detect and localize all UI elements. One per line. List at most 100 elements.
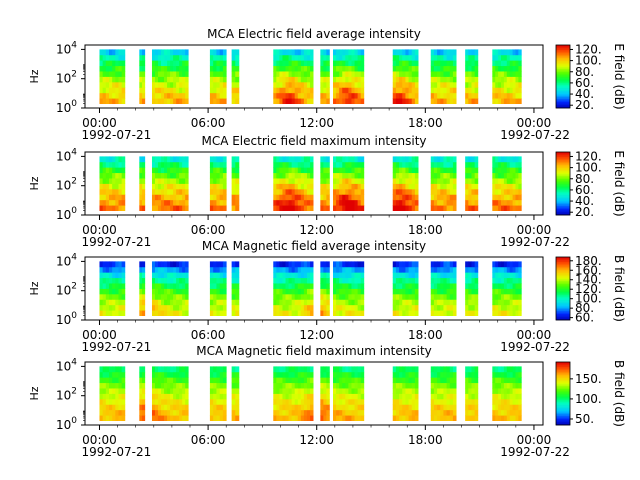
spectrogram-cell <box>173 261 177 268</box>
spectrogram-cell <box>408 194 413 201</box>
spectrogram-cell <box>414 272 419 279</box>
spectrogram-cell <box>474 366 479 373</box>
spectrogram-cell <box>173 81 177 88</box>
spectrogram-cell <box>357 299 362 306</box>
spectrogram-cell <box>102 388 107 394</box>
spectrogram-cell <box>354 161 359 168</box>
spectrogram-cell <box>118 299 123 306</box>
spectrogram-cell <box>474 194 479 201</box>
spectrogram-cell <box>333 404 337 411</box>
spectrogram-cell <box>276 49 280 56</box>
spectrogram-cell <box>430 205 435 211</box>
spectrogram-cell <box>139 377 143 384</box>
spectrogram-cell <box>291 199 296 206</box>
spectrogram-cell <box>179 161 183 168</box>
spectrogram-cell <box>474 283 479 289</box>
spectrogram-cell <box>303 60 308 67</box>
spectrogram-cell <box>503 304 508 311</box>
spectrogram-cell <box>279 377 283 384</box>
spectrogram-cell <box>179 382 183 389</box>
spectrogram-cell <box>501 98 505 104</box>
spectrogram-cell <box>408 60 413 67</box>
spectrogram-cell <box>209 199 214 206</box>
colorbar-step <box>556 200 570 203</box>
spectrogram-cell <box>468 183 472 190</box>
spectrogram-cell <box>345 178 349 184</box>
spectrogram-cell <box>108 172 113 179</box>
spectrogram-cell <box>449 172 454 179</box>
spectrogram-cell <box>360 65 365 72</box>
spectrogram-cell <box>108 156 113 163</box>
spectrogram-cell <box>518 65 522 72</box>
spectrogram-cell <box>449 277 454 284</box>
spectrogram-cell <box>342 65 346 72</box>
colorbar-step <box>556 159 570 162</box>
spectrogram-cell <box>303 283 308 289</box>
spectrogram-cell <box>437 172 441 179</box>
spectrogram-cell <box>185 261 189 268</box>
spectrogram-cell <box>179 81 183 88</box>
spectrogram-cell <box>512 377 516 384</box>
spectrogram-cell <box>118 288 123 295</box>
spectrogram-cell <box>216 272 221 279</box>
x-tick-label: 12:00 <box>299 116 334 130</box>
spectrogram-cell <box>509 272 513 279</box>
spectrogram-cell <box>320 293 324 300</box>
spectrogram-cell <box>285 188 289 195</box>
spectrogram-cell <box>430 261 435 268</box>
spectrogram-cell <box>465 288 469 295</box>
spectrogram-cell <box>357 98 362 104</box>
spectrogram-cell <box>231 156 236 163</box>
spectrogram-cell <box>231 261 236 268</box>
spectrogram-cell <box>164 388 168 394</box>
spectrogram-cell <box>170 261 174 268</box>
spectrogram-cell <box>465 194 469 201</box>
spectrogram-cell <box>173 404 177 411</box>
spectrogram-cell <box>300 87 305 94</box>
spectrogram-cell <box>176 310 180 316</box>
spectrogram-cell <box>468 81 472 88</box>
spectrogram-cell <box>216 81 221 88</box>
spectrogram-cell <box>342 366 346 373</box>
colorbar-step <box>556 277 570 280</box>
spectrogram-cell <box>139 167 143 174</box>
spectrogram-cell <box>509 382 513 389</box>
spectrogram-cell <box>161 60 165 67</box>
spectrogram-cell <box>288 382 293 389</box>
spectrogram-cell <box>345 377 349 384</box>
spectrogram-cell <box>142 382 146 389</box>
spectrogram-cell <box>182 272 186 279</box>
spectrogram-cell <box>357 261 362 268</box>
spectrogram-cell <box>345 388 349 394</box>
spectrogram-cell <box>102 310 107 316</box>
spectrogram-cell <box>108 178 113 184</box>
spectrogram-cell <box>357 388 362 394</box>
spectrogram-cell <box>112 293 116 300</box>
spectrogram-cell <box>291 366 296 373</box>
spectrogram-cell <box>395 382 400 389</box>
spectrogram-cell <box>282 272 286 279</box>
spectrogram-cell <box>282 98 286 104</box>
spectrogram-cell <box>112 199 116 206</box>
spectrogram-cell <box>222 415 227 421</box>
spectrogram-cell <box>357 49 362 56</box>
colorbar-step <box>556 398 570 401</box>
spectrogram-cell <box>395 293 400 300</box>
spectrogram-cell <box>320 98 324 104</box>
spectrogram-cell <box>503 272 508 279</box>
spectrogram-cell <box>164 172 168 179</box>
spectrogram-cell <box>411 299 416 306</box>
spectrogram-cell <box>452 377 457 384</box>
spectrogram-cell <box>336 377 340 384</box>
spectrogram-cell <box>512 161 516 168</box>
spectrogram-cell <box>273 183 277 190</box>
y-axis-label: Hz <box>28 281 41 295</box>
spectrogram-cell <box>158 199 162 206</box>
spectrogram-cell <box>339 161 343 168</box>
spectrogram-cell <box>342 167 346 174</box>
spectrogram-cell <box>452 188 457 195</box>
spectrogram-cell <box>360 293 365 300</box>
spectrogram-cell <box>151 371 156 378</box>
spectrogram-cell <box>515 366 519 373</box>
spectrogram-cell <box>345 87 349 94</box>
